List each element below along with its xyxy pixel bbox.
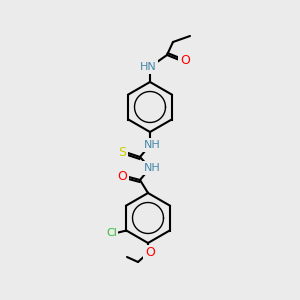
Text: HN: HN — [140, 62, 156, 72]
Text: S: S — [118, 146, 126, 158]
Text: O: O — [180, 55, 190, 68]
Text: Cl: Cl — [106, 227, 117, 238]
Text: NH: NH — [144, 140, 160, 150]
Text: O: O — [117, 169, 127, 182]
Text: NH: NH — [144, 163, 160, 173]
Text: O: O — [145, 247, 155, 260]
